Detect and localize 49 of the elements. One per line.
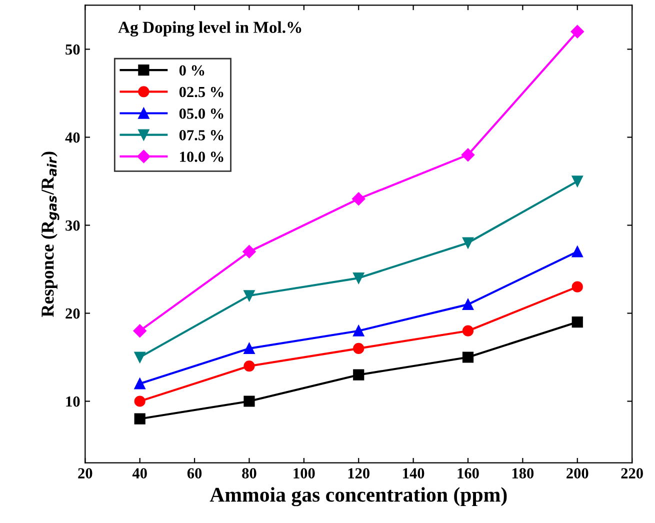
point xyxy=(134,413,146,424)
x-tick-label: 80 xyxy=(242,468,256,478)
x-tick-label: 200 xyxy=(566,468,588,478)
legend-label: 05.0 % xyxy=(179,108,224,119)
point xyxy=(242,245,256,258)
legend-label: 10.0 % xyxy=(180,152,224,162)
point xyxy=(134,352,146,363)
point xyxy=(353,325,364,336)
x-tick-label: 120 xyxy=(348,468,370,478)
point xyxy=(462,237,474,248)
point xyxy=(134,396,146,407)
point xyxy=(353,342,364,354)
point xyxy=(462,325,474,336)
y-tick-label: 30 xyxy=(66,220,80,231)
x-tick-label: 160 xyxy=(458,468,479,478)
point xyxy=(353,369,364,380)
point xyxy=(461,148,475,162)
point xyxy=(570,25,584,38)
x-axis-title: Ammoia gas concentration (ppm) xyxy=(210,487,507,506)
x-tick-label: 180 xyxy=(512,468,534,478)
point xyxy=(244,342,255,354)
point xyxy=(353,272,364,284)
x-tick-label: 60 xyxy=(187,468,202,478)
y-axis-title: Responce (R$_{gas}$/R$_{air}$) xyxy=(41,152,60,317)
y-tick-label: 10 xyxy=(66,396,80,407)
point xyxy=(462,352,474,363)
point xyxy=(244,290,255,302)
legend-label: 07.5 % xyxy=(179,130,224,140)
point xyxy=(572,176,583,187)
point xyxy=(572,246,583,258)
x-tick-label: 40 xyxy=(132,468,147,478)
point xyxy=(572,316,583,328)
legend-label: 0 % xyxy=(179,65,204,76)
annotation: Ag Doping level in Mol.% xyxy=(118,21,302,36)
x-tick-label: 140 xyxy=(403,468,424,478)
y-tick-label: 40 xyxy=(65,132,80,143)
y-tick-label: 50 xyxy=(66,44,80,55)
point xyxy=(462,298,474,310)
x-tick-label: 220 xyxy=(621,468,643,478)
legend-label: 02.5 % xyxy=(179,86,224,98)
x-tick-label: 100 xyxy=(294,468,315,478)
point xyxy=(134,378,146,390)
point xyxy=(244,396,255,407)
point xyxy=(352,192,366,206)
point xyxy=(572,281,583,292)
y-tick-label: 20 xyxy=(66,308,80,319)
x-tick-label: 20 xyxy=(78,468,92,478)
point xyxy=(244,360,255,372)
point xyxy=(133,324,146,338)
